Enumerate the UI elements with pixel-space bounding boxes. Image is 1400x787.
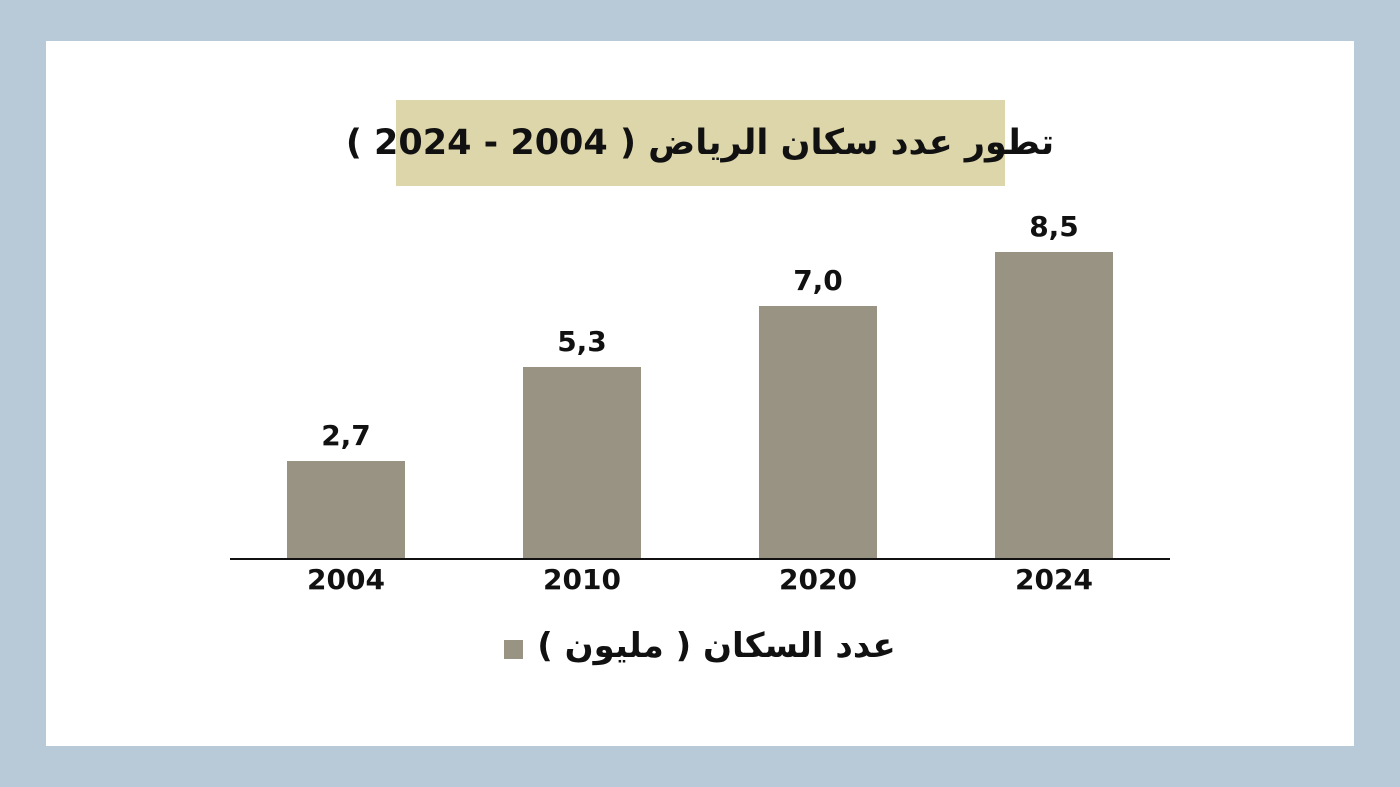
plot-area: 2,7 5,3 7,0 8,5 xyxy=(230,186,1170,560)
bar-value-label: 5,3 xyxy=(557,324,607,358)
bar-column: 5,3 xyxy=(523,324,641,558)
bar-column: 7,0 xyxy=(759,263,877,558)
chart-title: تطور عدد سكان الرياض ( 2004 - 2024 ) xyxy=(345,123,1055,163)
bar-column: 2,7 xyxy=(287,418,405,558)
bar xyxy=(287,461,405,558)
x-axis-labels: 2004 2010 2020 2024 xyxy=(230,563,1170,596)
bar-value-label: 7,0 xyxy=(793,263,843,297)
slide-card: تطور عدد سكان الرياض ( 2004 - 2024 ) 2,7… xyxy=(46,41,1354,746)
legend-label: عدد السكان ( مليون ) xyxy=(537,626,896,667)
legend: عدد السكان ( مليون ) xyxy=(46,626,1354,666)
bar xyxy=(523,367,641,558)
bar-chart: 2,7 5,3 7,0 8,5 2004 2010 2020 2024 xyxy=(230,186,1170,596)
x-axis-tick-label: 2024 xyxy=(1015,563,1093,596)
x-axis-tick-label: 2020 xyxy=(779,563,857,596)
bar-value-label: 8,5 xyxy=(1029,209,1079,243)
bar-value-label: 2,7 xyxy=(321,418,371,452)
x-axis-tick-label: 2004 xyxy=(307,563,385,596)
chart-title-banner: تطور عدد سكان الرياض ( 2004 - 2024 ) xyxy=(346,100,1054,186)
bar xyxy=(995,252,1113,558)
x-axis-tick-label: 2010 xyxy=(543,563,621,596)
legend-swatch xyxy=(504,639,524,659)
bar xyxy=(759,306,877,558)
bar-column: 8,5 xyxy=(995,209,1113,558)
